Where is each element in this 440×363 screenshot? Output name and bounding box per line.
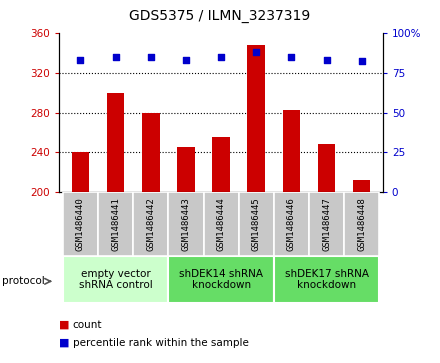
Point — [77, 57, 84, 63]
Text: GSM1486445: GSM1486445 — [252, 197, 261, 251]
Bar — [169, 256, 274, 303]
Text: count: count — [73, 320, 102, 330]
Text: GSM1486441: GSM1486441 — [111, 197, 120, 251]
Bar — [177, 147, 195, 192]
Bar — [318, 144, 335, 192]
Bar — [213, 138, 230, 192]
Point — [112, 54, 119, 60]
Bar — [98, 192, 133, 256]
Bar — [133, 192, 169, 256]
Text: protocol: protocol — [2, 276, 45, 286]
Text: percentile rank within the sample: percentile rank within the sample — [73, 338, 249, 348]
Text: GSM1486442: GSM1486442 — [146, 197, 155, 251]
Text: GSM1486447: GSM1486447 — [322, 197, 331, 251]
Text: GSM1486446: GSM1486446 — [287, 197, 296, 251]
Bar — [344, 192, 379, 256]
Text: shDEK14 shRNA
knockdown: shDEK14 shRNA knockdown — [179, 269, 263, 290]
Text: empty vector
shRNA control: empty vector shRNA control — [79, 269, 153, 290]
Point — [323, 57, 330, 63]
Text: GSM1486444: GSM1486444 — [216, 197, 226, 251]
Bar — [353, 180, 370, 192]
Text: GSM1486448: GSM1486448 — [357, 197, 366, 251]
Point — [358, 58, 365, 64]
Text: ■: ■ — [59, 320, 70, 330]
Bar — [63, 192, 98, 256]
Bar — [169, 192, 204, 256]
Bar — [309, 192, 344, 256]
Bar — [238, 192, 274, 256]
Bar — [274, 256, 379, 303]
Point — [218, 54, 225, 60]
Bar — [63, 256, 169, 303]
Point — [147, 54, 154, 60]
Bar — [107, 93, 125, 192]
Bar — [142, 113, 160, 192]
Point — [183, 57, 190, 63]
Bar — [72, 152, 89, 192]
Text: GSM1486443: GSM1486443 — [181, 197, 191, 251]
Point — [253, 49, 260, 55]
Text: GDS5375 / ILMN_3237319: GDS5375 / ILMN_3237319 — [129, 9, 311, 23]
Bar — [282, 110, 300, 192]
Text: shDEK17 shRNA
knockdown: shDEK17 shRNA knockdown — [285, 269, 369, 290]
Point — [288, 54, 295, 60]
Text: GSM1486440: GSM1486440 — [76, 197, 85, 251]
Bar — [274, 192, 309, 256]
Bar — [247, 45, 265, 192]
Text: ■: ■ — [59, 338, 70, 348]
Bar — [204, 192, 238, 256]
